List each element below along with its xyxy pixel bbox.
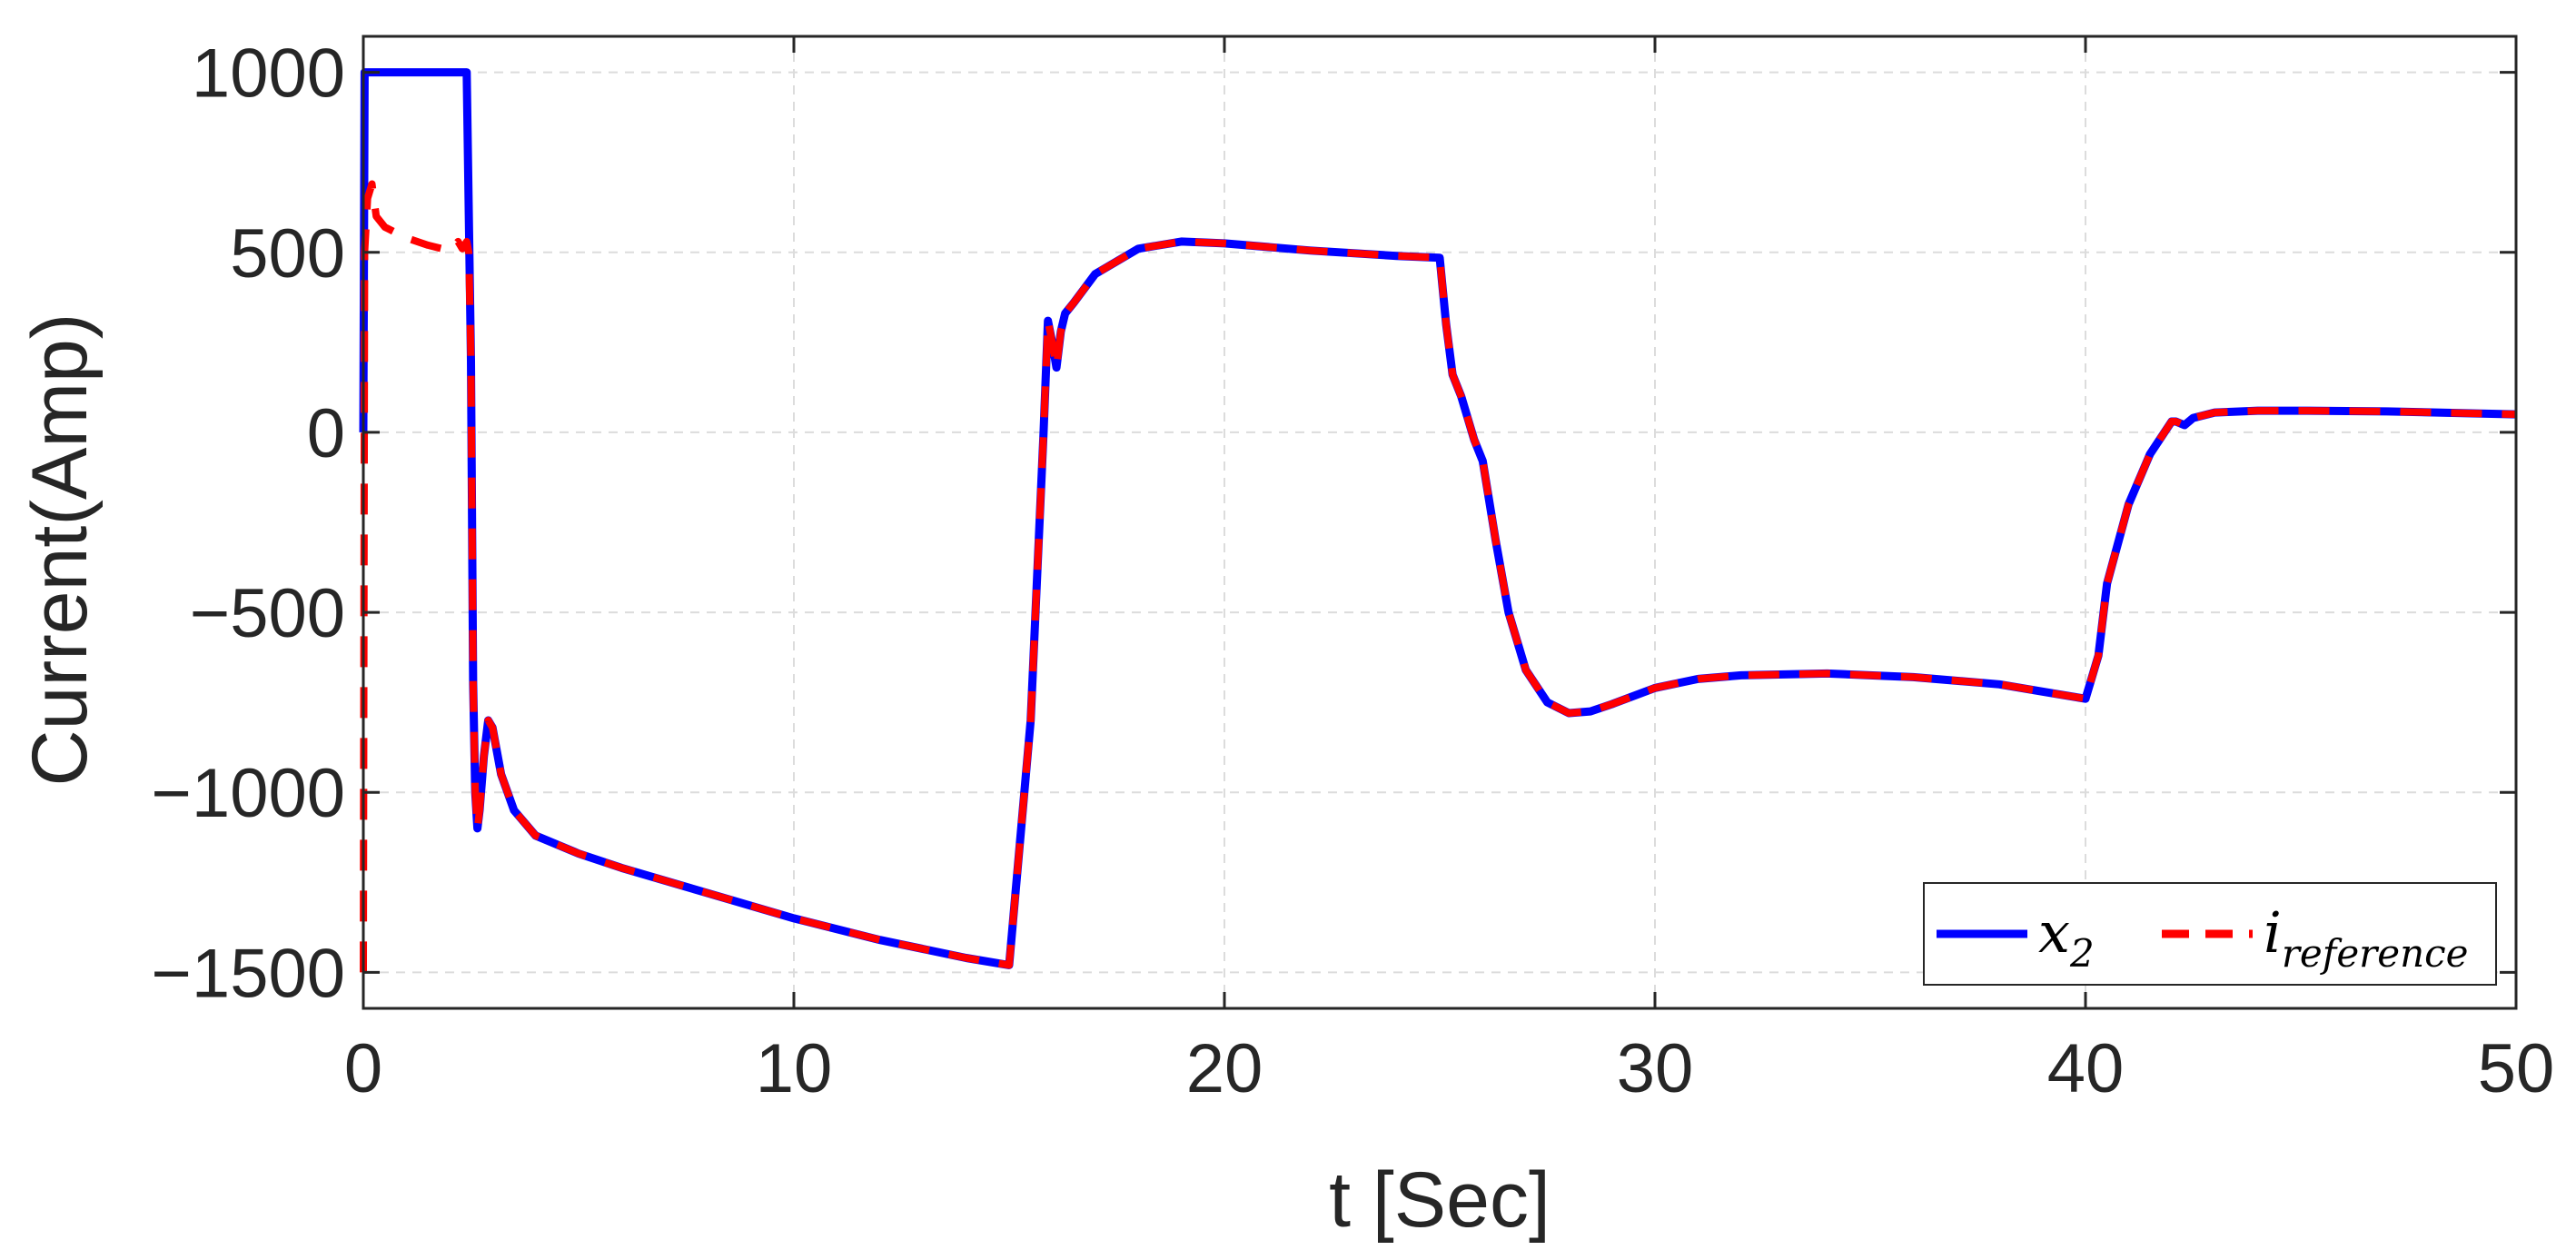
series-layer	[359, 68, 2517, 973]
legend-label-subscript: 2	[2069, 931, 2095, 976]
y-tick-label: −1000	[152, 755, 345, 832]
x-tick-label: 10	[756, 1030, 833, 1107]
legend: x2 ireference	[1923, 882, 2497, 986]
y-tick-label: 500	[230, 215, 345, 293]
legend-label-base: x	[2038, 899, 2070, 966]
x-tick-label: 40	[2047, 1030, 2125, 1107]
x-tick-label: 30	[1617, 1030, 1694, 1107]
x-axis-label: t [Sec]	[1329, 1156, 1551, 1244]
legend-label-1: ireference	[2264, 899, 2469, 976]
ticks: 0 10 20 30 40 50 1000 500 0 −500 −1000 −1500	[152, 35, 2555, 1107]
y-tick-label: −500	[190, 575, 345, 652]
legend-label-0: x2	[2038, 899, 2095, 976]
y-tick-label: 0	[307, 395, 345, 472]
x-tick-label: 0	[344, 1030, 382, 1107]
x-tick-label: 50	[2478, 1030, 2555, 1107]
y-tick-label: −1500	[152, 935, 345, 1012]
y-axis-label: Current(Amp)	[16, 313, 104, 787]
plot-frame	[362, 35, 2518, 1010]
legend-label-base: i	[2264, 899, 2282, 966]
x-tick-label: 20	[1186, 1030, 1263, 1107]
y-tick-label: 1000	[192, 35, 345, 113]
legend-label-subscript: reference	[2282, 931, 2469, 976]
